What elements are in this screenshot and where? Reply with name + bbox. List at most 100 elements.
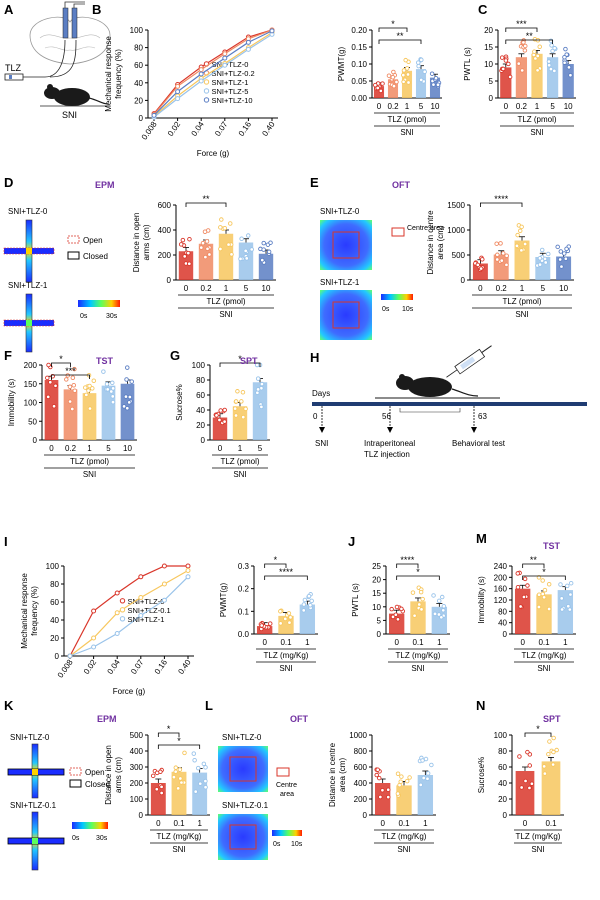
legend-marker [119, 598, 126, 604]
panel-e-images: E OFT SNI+TLZ-0 Centre area SNI+TLZ-1 0s… [310, 175, 444, 340]
y-tick-label: 0 [33, 436, 38, 445]
data-point [222, 419, 227, 424]
y-tick-label: 0 [503, 630, 508, 639]
data-point [385, 787, 391, 792]
data-point [179, 780, 184, 785]
legend-marker [203, 88, 210, 94]
group-label: SNI [83, 470, 96, 479]
panel-a-letter: A [4, 2, 14, 17]
data-point [71, 382, 77, 388]
significance-bracket [378, 39, 422, 44]
x-tick-label: 0 [478, 284, 483, 293]
y-tick-label: 100 [494, 731, 508, 740]
y-tick-label: 60 [134, 61, 143, 70]
data-point [178, 776, 183, 781]
y-tick-label: 0 [461, 276, 466, 285]
series-point [161, 563, 167, 569]
data-point [542, 587, 548, 593]
series-point [222, 51, 228, 57]
centre-area-l-legend-box [276, 767, 290, 777]
data-point [51, 403, 57, 409]
significance-label: ** [526, 31, 534, 41]
data-point [558, 249, 564, 254]
data-point [420, 758, 425, 763]
data-point [498, 241, 503, 246]
y-label-group: PWMT(g) [337, 47, 346, 82]
x-tick-label: 0.07 [213, 120, 230, 138]
x-tick-label: 1 [405, 102, 410, 111]
epm-k-image-label-1: SNI+TLZ-0 [10, 733, 50, 742]
panel-h: H Days 0 56 63 SNI Intraperiton [310, 345, 587, 459]
y-label-group: PWMT(g) [219, 583, 228, 618]
data-point [419, 607, 424, 612]
y-tick-label: 400 [354, 779, 368, 788]
legend-label: SNI+TLZ-0.2 [212, 69, 255, 78]
y-tick-label: 120 [494, 596, 508, 605]
significance-label: *** [516, 19, 527, 29]
data-point [431, 593, 436, 598]
series-line-1 [69, 569, 189, 657]
colorbar-max: 30s [106, 313, 118, 320]
data-point [441, 603, 447, 609]
oft-colorbar [381, 294, 413, 300]
data-point [547, 739, 552, 744]
series-point [198, 67, 204, 73]
oft-colorbar-min: 0s [382, 306, 390, 313]
x-tick-label: 0 [380, 819, 385, 828]
data-point [374, 772, 379, 778]
data-point [536, 575, 542, 580]
x-axis-label: TLZ (mg/Kg) [396, 651, 441, 660]
data-point [546, 582, 552, 587]
colorbar-min: 0s [80, 313, 88, 320]
x-tick-label: 0.1 [280, 638, 292, 647]
y-axis-label: arms (cm) [114, 757, 123, 793]
data-point [516, 61, 522, 66]
data-point [199, 245, 204, 250]
data-point [203, 254, 208, 260]
series-point [222, 55, 228, 61]
panel-f-letter: F [4, 348, 12, 363]
x-axis-label: TLZ (mg/Kg) [522, 651, 567, 660]
series-point [161, 581, 167, 587]
data-point [549, 43, 554, 48]
y-tick-label: 200 [354, 795, 368, 804]
data-point [86, 388, 91, 393]
data-point [171, 774, 177, 780]
data-point [525, 749, 530, 755]
data-point [239, 399, 244, 404]
series-point [138, 613, 144, 618]
y-tick-label: 100 [192, 361, 206, 370]
data-point [478, 266, 484, 271]
data-point [191, 751, 197, 756]
x-tick-label: 0.16 [153, 658, 170, 676]
sni-label: SNI [62, 110, 77, 120]
open-arm-k-legend-box [69, 767, 82, 776]
data-point [395, 791, 401, 796]
y-axis-label: Distance in open [132, 213, 141, 273]
data-point [519, 68, 525, 73]
data-point [404, 778, 410, 784]
data-point [125, 405, 130, 411]
data-point [551, 749, 556, 755]
data-point [110, 394, 115, 399]
y-tick-label: 0 [503, 811, 508, 820]
x-tick-label: 0.2 [65, 444, 77, 453]
data-point [501, 251, 506, 256]
bar [44, 380, 59, 440]
y-tick-label: 20 [372, 576, 381, 585]
data-point [565, 583, 570, 589]
data-point [301, 602, 307, 607]
data-point [83, 385, 88, 390]
timeline-test-label: Behavioral test [452, 439, 506, 448]
data-point [219, 217, 224, 222]
data-point [195, 765, 201, 771]
y-tick-label: 1000 [447, 226, 465, 235]
y-tick-label: 40 [498, 619, 507, 628]
data-point [394, 604, 400, 610]
x-tick-label: 10 [564, 102, 573, 111]
data-point [259, 381, 265, 387]
data-point [412, 613, 417, 618]
x-tick-label: 0.1 [398, 819, 410, 828]
y-tick-label: 40 [498, 779, 507, 788]
data-point [536, 592, 542, 597]
